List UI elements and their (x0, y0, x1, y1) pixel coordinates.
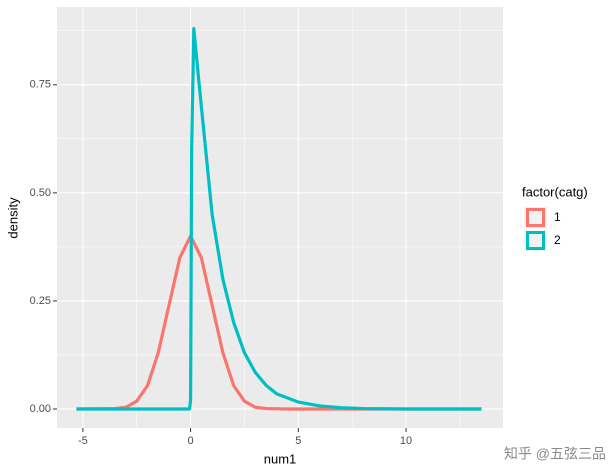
y-tick-label: 0.25 (30, 295, 51, 307)
x-tick-label: 0 (188, 435, 194, 447)
x-tick-label: 5 (295, 435, 301, 447)
legend-key-bg (524, 230, 547, 251)
x-axis-title: num1 (264, 451, 297, 466)
legend-key-bg (524, 207, 547, 228)
watermark: 知乎 @五弦三品 (504, 446, 606, 462)
density-line (76, 234, 482, 411)
panel (57, 7, 503, 428)
x-tick-label: 10 (400, 435, 412, 447)
legend-label: 1 (554, 210, 561, 224)
legend-title: factor(catg) (522, 184, 588, 199)
density-line (76, 27, 482, 411)
x-tick-label: -5 (78, 435, 88, 447)
legend-key (526, 208, 545, 227)
y-tick-label: 0.75 (30, 79, 51, 91)
legend-label: 2 (554, 233, 561, 247)
legend-key (526, 231, 545, 250)
y-tick-label: 0.50 (30, 187, 51, 199)
y-tick-label: 0.00 (30, 403, 51, 415)
y-axis-title: density (5, 197, 20, 239)
